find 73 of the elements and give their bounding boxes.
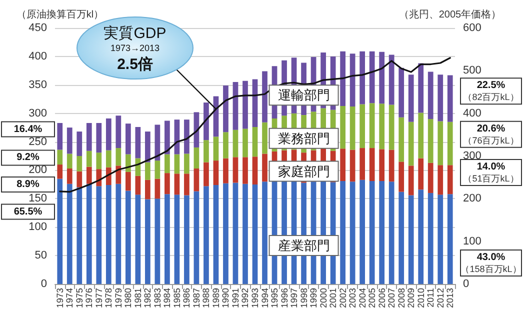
annotation: 8.9% (16, 178, 40, 190)
x-tick-label: 1973 (54, 288, 65, 308)
series-label: 業務部門 (278, 130, 330, 146)
y2-tick-label: 0 (463, 278, 470, 290)
y-axis-title: （原油換算百万kl） (16, 8, 104, 20)
x-tick-label: 2002 (338, 288, 348, 308)
y-tick-label: 250 (28, 136, 47, 148)
x-tick-label: 2004 (357, 288, 368, 308)
annotation: 20.6% （76百万kL） (463, 123, 519, 146)
annotation: 14.0% （51百万kL） (463, 162, 519, 184)
annotation: 65.5% (14, 206, 42, 218)
y2-tick-label: 300 (463, 150, 482, 162)
y2-tick-label: 400 (463, 107, 482, 120)
x-tick-label: 1993 (250, 288, 260, 308)
series-label: 家庭部門 (278, 164, 330, 179)
x-tick-label: 1987 (191, 288, 202, 308)
x-tick-label: 1989 (210, 288, 221, 308)
annotation: 43.0% （158百万kL） (460, 252, 522, 274)
x-tick-label: 1999 (308, 288, 319, 308)
y-tick-label: 50 (34, 250, 47, 262)
x-tick-label: 2012 (435, 288, 446, 308)
series-label: 産業部門 (278, 238, 330, 254)
x-tick-label: 1995 (270, 288, 280, 308)
x-tick-label: 1985 (172, 288, 182, 308)
x-tick-label: 1984 (162, 288, 172, 308)
x-tick-label: 1975 (74, 288, 84, 308)
x-tick-label: 2013 (445, 288, 456, 308)
y-tick-label: 400 (28, 50, 47, 62)
x-tick-label: 1982 (142, 288, 153, 308)
x-tick-label: 2010 (416, 288, 426, 308)
y-tick-label: 300 (28, 107, 47, 120)
y-tick-label: 350 (28, 78, 47, 91)
y-tick-label: 150 (28, 192, 47, 205)
annotation: 9.2% (16, 152, 40, 164)
x-tick-label: 1997 (289, 288, 300, 308)
x-tick-label: 2007 (386, 288, 397, 308)
y2-tick-label: 500 (463, 64, 482, 77)
x-tick-label: 1980 (123, 288, 134, 308)
y-tick-label: 450 (28, 22, 47, 34)
annotation: 16.4% (14, 124, 42, 135)
y2-tick-label: 600 (463, 22, 482, 34)
annotation: 実質GDP 1973→2013 2.5倍 (102, 24, 168, 74)
x-tick-label: 1974 (64, 288, 75, 308)
x-tick-label: 2011 (426, 288, 436, 308)
y-tick-label: 200 (28, 164, 47, 176)
x-tick-label: 1979 (113, 288, 124, 308)
x-tick-label: 1996 (279, 288, 290, 308)
x-tick-label: 2005 (367, 288, 378, 308)
x-tick-label: 1981 (132, 288, 143, 308)
x-tick-label: 2003 (348, 288, 358, 308)
x-tick-label: 1992 (240, 288, 250, 308)
x-tick-label: 1986 (182, 288, 192, 308)
annotation: 22.5% （82百万kL） (463, 80, 519, 102)
x-tick-label: 1976 (84, 288, 94, 308)
x-tick-label: 2000 (318, 288, 328, 308)
x-tick-label: 2001 (328, 288, 338, 308)
x-tick-label: 1977 (94, 288, 104, 308)
x-tick-label: 1983 (152, 288, 162, 308)
y-tick-label: 100 (28, 221, 47, 234)
x-tick-label: 1998 (298, 288, 309, 308)
x-tick-label: 1990 (220, 288, 231, 308)
x-tick-label: 1994 (260, 288, 270, 308)
y2-tick-label: 100 (463, 235, 482, 248)
x-tick-label: 2009 (406, 288, 416, 308)
x-tick-label: 1988 (201, 288, 212, 308)
x-tick-label: 1991 (230, 288, 240, 308)
x-tick-label: 2008 (396, 288, 406, 308)
y2-tick-label: 200 (463, 192, 482, 205)
x-tick-label: 1978 (104, 288, 114, 308)
y-tick-label: 0 (40, 278, 47, 290)
x-tick-label: 2006 (376, 288, 387, 308)
y2-axis-title: （兆円、2005年価格） (398, 8, 502, 20)
series-label: 運輸部門 (278, 88, 330, 103)
